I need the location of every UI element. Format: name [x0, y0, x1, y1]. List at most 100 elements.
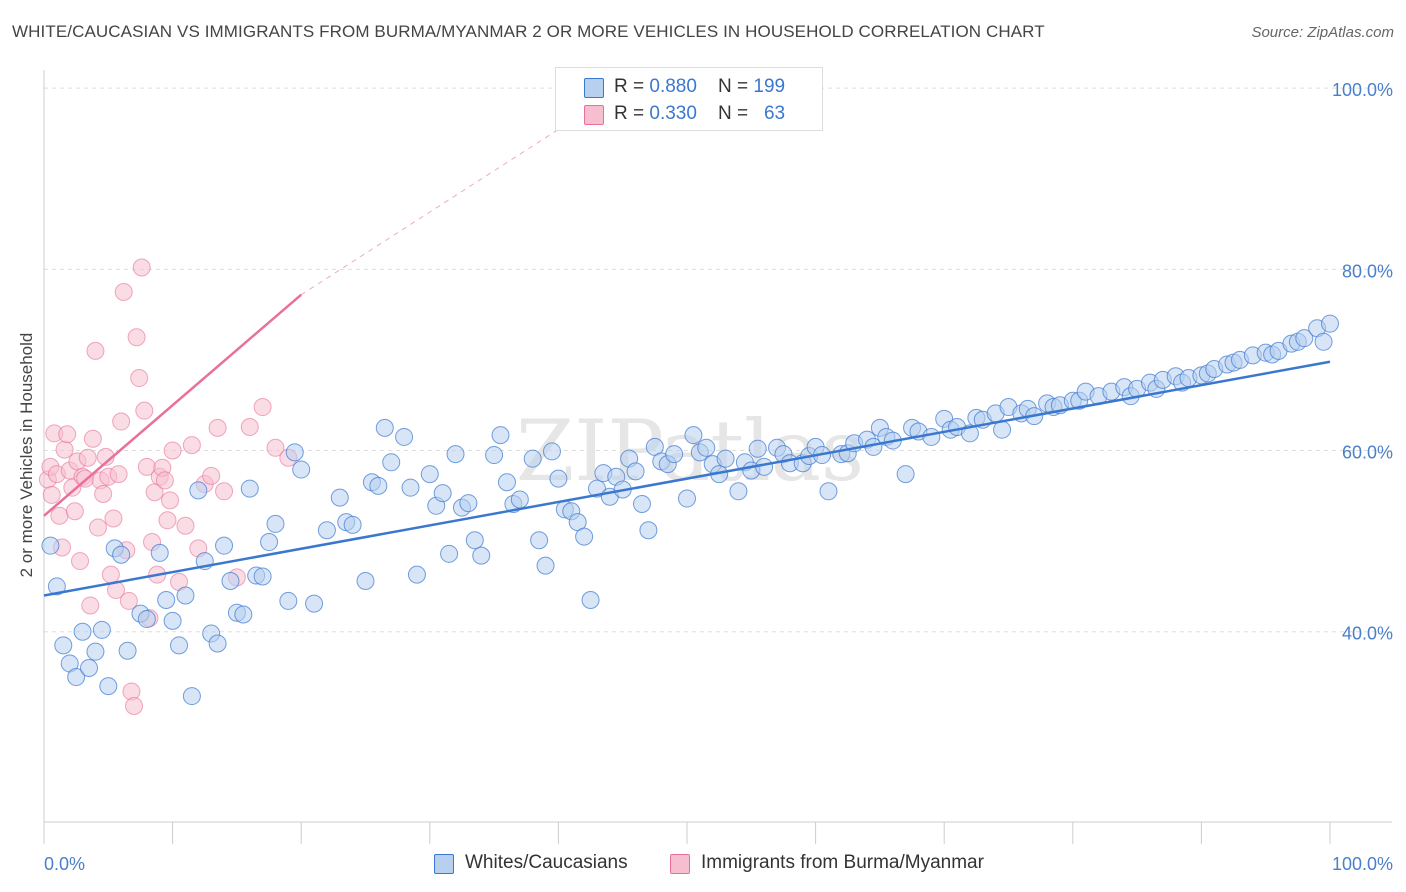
bottom-legend-label-burma: Immigrants from Burma/Myanmar: [701, 852, 984, 873]
white-point: [343, 515, 362, 534]
burma-point: [253, 398, 272, 417]
white-point: [542, 442, 561, 461]
legend: R = 0.880 N = 199 R = 0.330 N = 63: [555, 67, 823, 131]
white-point: [137, 610, 156, 629]
white-point: [317, 521, 336, 540]
legend-r-value: 0.330: [649, 103, 697, 124]
white-point: [176, 586, 195, 605]
white-point: [993, 420, 1012, 439]
white-point: [305, 594, 324, 613]
legend-swatch-white: [584, 78, 604, 98]
white-point: [292, 460, 311, 479]
burma-point: [112, 412, 131, 431]
grid: [44, 87, 1392, 633]
white-point: [375, 418, 394, 437]
white-point: [549, 469, 568, 488]
white-point: [150, 543, 169, 562]
legend-r-value: 0.880: [649, 76, 697, 97]
bottom-legend-swatch-white: [434, 854, 454, 874]
white-point: [523, 449, 542, 468]
burma-point: [119, 591, 138, 610]
white-point: [260, 533, 279, 552]
white-point: [729, 482, 748, 501]
burma-point: [114, 282, 133, 301]
burma-trend-line: [43, 293, 303, 517]
white-point: [684, 426, 703, 445]
white-point: [1321, 314, 1339, 333]
white-point: [382, 453, 401, 472]
trend-lines: [43, 87, 1331, 597]
white-point: [587, 479, 606, 498]
legend-n-value: 199: [753, 76, 786, 97]
white-point: [433, 484, 452, 503]
burma-point: [155, 471, 174, 490]
legend-r-label: R =: [614, 76, 650, 97]
white-point: [1314, 332, 1333, 351]
white-point: [221, 571, 240, 590]
white-point: [86, 642, 105, 661]
y-tick-label: 100.0%: [1332, 80, 1393, 100]
white-point: [208, 634, 227, 653]
white-point: [420, 465, 439, 484]
chart-title: WHITE/CAUCASIAN VS IMMIGRANTS FROM BURMA…: [12, 22, 1045, 41]
legend-text-white: R = 0.880 N = 199: [614, 76, 785, 98]
legend-text-burma: R = 0.330 N = 63: [614, 103, 785, 125]
burma-point: [130, 369, 149, 388]
burma-point: [71, 552, 90, 571]
white-point: [697, 438, 716, 457]
white-point: [112, 545, 131, 564]
white-point: [240, 479, 259, 498]
white-point: [465, 531, 484, 550]
white-point: [215, 536, 234, 555]
burma-point: [158, 511, 177, 530]
x-tick-labels: 0.0% 100.0%: [44, 854, 1393, 874]
white-point: [491, 426, 510, 445]
burma-point: [86, 341, 105, 360]
white-point: [581, 591, 600, 610]
white-point: [80, 658, 99, 677]
white-point: [67, 668, 86, 687]
burma-point: [161, 491, 180, 510]
white-point: [266, 514, 285, 533]
y-tick-labels: 40.0% 60.0% 80.0% 100.0%: [1332, 80, 1393, 644]
legend-n-value: 63: [763, 103, 786, 124]
source-label: Source: ZipAtlas.com: [1251, 24, 1394, 41]
burma-point: [125, 697, 144, 716]
white-point: [189, 481, 208, 500]
burma-point: [208, 418, 227, 437]
burma-point: [55, 440, 74, 459]
bottom-legend-swatch-burma: [670, 854, 690, 874]
burma-point: [109, 465, 128, 484]
burma-point: [135, 401, 154, 420]
white-point: [54, 636, 73, 655]
axes: [43, 70, 1392, 844]
white-point: [41, 536, 60, 555]
white-point: [626, 462, 645, 481]
burma-point: [104, 509, 123, 528]
burma-point: [42, 485, 61, 504]
white-point: [182, 687, 201, 706]
white-point: [279, 591, 298, 610]
white-point: [536, 556, 555, 575]
white-point: [163, 611, 182, 630]
y-tick-label: 60.0%: [1342, 443, 1393, 463]
y-axis-label: 2 or more Vehicles in Household: [17, 333, 36, 578]
series-white-points: [41, 314, 1339, 706]
white-point: [99, 677, 118, 696]
burma-point: [65, 502, 84, 521]
burma-point: [176, 516, 195, 535]
burma-point: [266, 438, 285, 457]
white-point: [510, 490, 529, 509]
white-point: [459, 494, 478, 513]
burma-trend-extension: [300, 87, 623, 296]
white-point: [170, 636, 189, 655]
burma-point: [50, 506, 69, 525]
white-point: [896, 465, 915, 484]
white-point: [92, 620, 111, 639]
y-tick-label: 40.0%: [1342, 624, 1393, 644]
burma-point: [132, 258, 151, 277]
burma-point: [83, 429, 102, 448]
legend-n-label: N =: [718, 76, 754, 97]
white-point: [485, 446, 504, 465]
bottom-legend-label-white: Whites/Caucasians: [465, 852, 628, 873]
